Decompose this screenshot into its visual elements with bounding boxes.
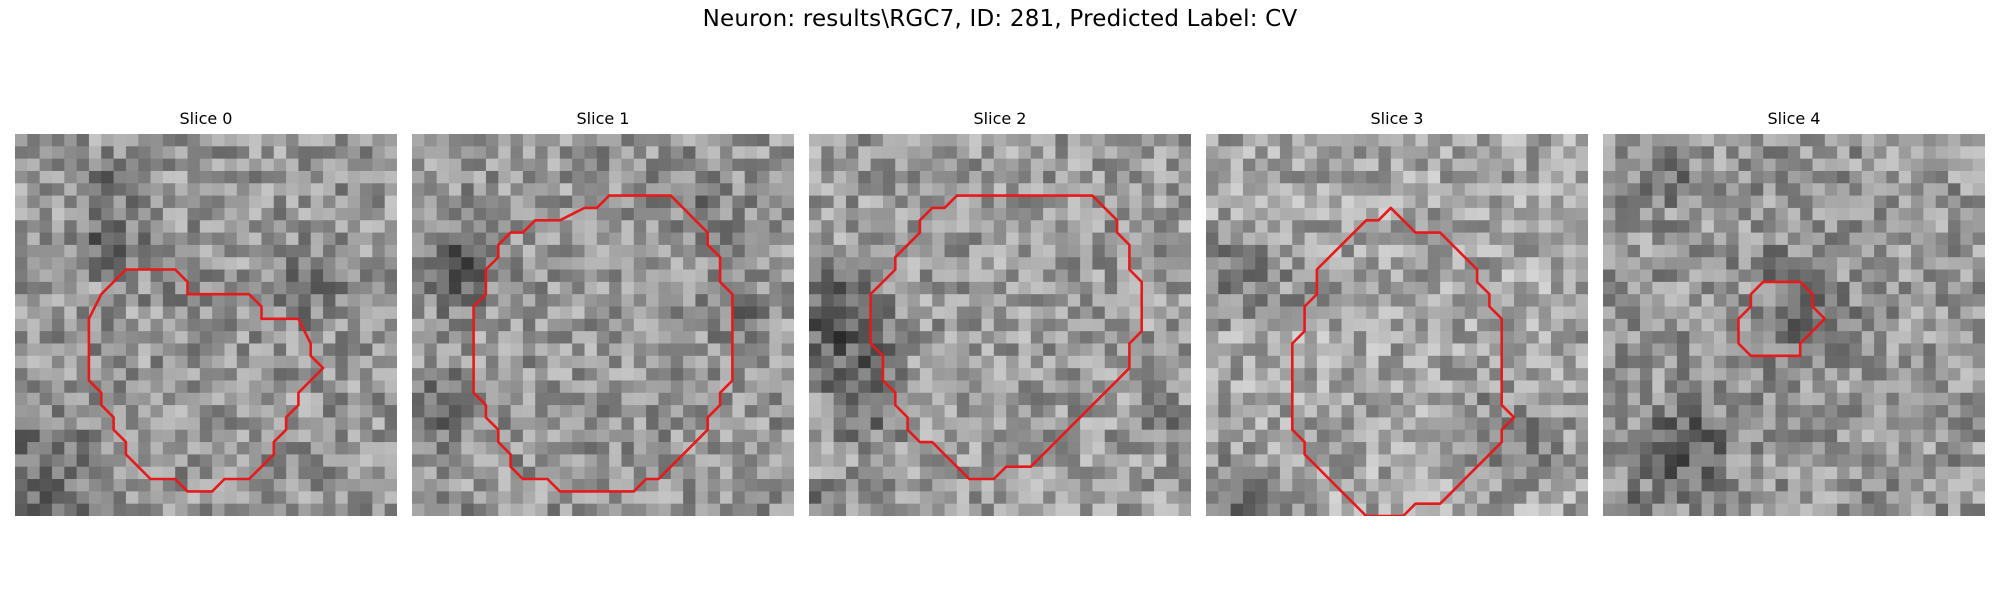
- slice-title-0: Slice 0: [179, 109, 233, 128]
- slice-pixels: [809, 134, 1191, 516]
- slice-image-1: [412, 134, 794, 516]
- segmentation-contour: [869, 194, 1144, 481]
- slice-pixels: [15, 134, 397, 516]
- segmentation-contour: [1737, 280, 1827, 358]
- slice-title-4: Slice 4: [1767, 109, 1821, 128]
- segmentation-contour: [1291, 206, 1516, 516]
- slice-image-3: [1206, 134, 1588, 516]
- slice-pixels: [1206, 134, 1588, 516]
- slice-pixels: [1603, 134, 1985, 516]
- segmentation-contour: [87, 268, 325, 493]
- segmentation-contour: [472, 194, 734, 493]
- slice-pixels: [412, 134, 794, 516]
- slice-title-2: Slice 2: [973, 109, 1027, 128]
- figure-title: Neuron: results\RGC7, ID: 281, Predicted…: [702, 6, 1298, 32]
- slice-title-3: Slice 3: [1370, 109, 1424, 128]
- slice-image-0: [15, 134, 397, 516]
- slice-image-2: [809, 134, 1191, 516]
- slice-image-4: [1603, 134, 1985, 516]
- slice-title-1: Slice 1: [576, 109, 630, 128]
